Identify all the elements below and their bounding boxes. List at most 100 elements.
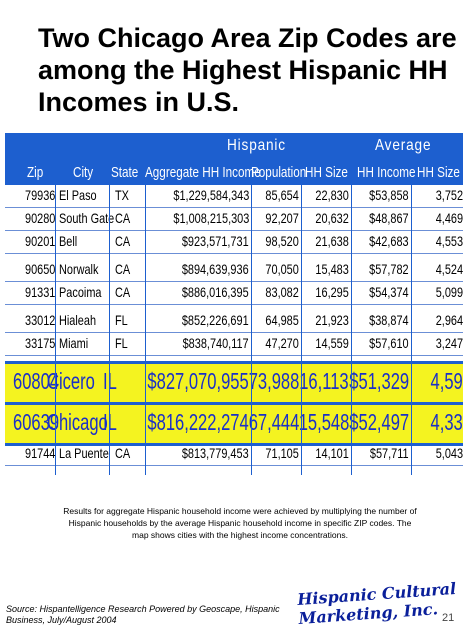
cell-hhs: 21,638 bbox=[315, 233, 349, 249]
cell-hhs: 22,830 bbox=[315, 187, 349, 203]
column-header: Zip bbox=[27, 164, 44, 181]
table-row: 60804CiceroIL$827,070,95573,98816,113$51… bbox=[5, 361, 463, 405]
cell-agg: $1,229,584,343 bbox=[173, 187, 249, 203]
table-row: 90280 South Gate CA $1,008,215,303 92,207 20,… bbox=[5, 208, 463, 231]
column-divider bbox=[251, 185, 252, 475]
table-row: 90201 Bell CA $923,571,731 98,520 21,638 $42,6… bbox=[5, 231, 463, 254]
cell-inc: $57,711 bbox=[370, 445, 409, 461]
cell-zip: 79936 bbox=[25, 187, 56, 203]
table-row: 91331 Pacoima CA $886,016,395 83,082 16,295 $5… bbox=[5, 282, 463, 305]
column-divider bbox=[301, 185, 302, 475]
cell-state: FL bbox=[115, 312, 128, 328]
cell-size: 2,964 bbox=[435, 312, 463, 328]
cell-city: Bell bbox=[59, 233, 78, 249]
column-header: HH Size bbox=[417, 164, 460, 181]
cell-zip: 91744 bbox=[25, 445, 56, 461]
cell-pop: 70,050 bbox=[265, 261, 299, 277]
cell-zip: 91331 bbox=[25, 284, 56, 300]
column-header: Population bbox=[251, 164, 307, 181]
cell-inc: $57,782 bbox=[369, 261, 409, 277]
cell-state: FL bbox=[115, 335, 128, 351]
cell-pop: 67,444 bbox=[248, 409, 299, 435]
caption: Results for aggregate Hispanic household… bbox=[63, 506, 417, 540]
cell-size: 3,752 bbox=[435, 187, 463, 203]
cell-agg: $1,008,215,303 bbox=[173, 210, 249, 226]
cell-agg: $923,571,731 bbox=[182, 233, 249, 249]
cell-hhs: 14,559 bbox=[315, 335, 349, 351]
cell-pop: 83,082 bbox=[265, 284, 299, 300]
cell-city: Pacoima bbox=[59, 284, 102, 300]
table-row: 60639ChicagoIL$816,222,27467,44415,548$5… bbox=[5, 402, 463, 446]
cell-zip: 60804 bbox=[13, 368, 60, 394]
cell-hhs: 20,632 bbox=[315, 210, 349, 226]
cell-agg: $852,226,691 bbox=[182, 312, 249, 328]
cell-hhs: 15,548 bbox=[298, 409, 349, 435]
group-header-average: Average bbox=[375, 137, 432, 154]
cell-size: 4,33 bbox=[430, 409, 463, 435]
cell-zip: 60639 bbox=[13, 409, 60, 435]
table-row: 33175 Miami FL $838,740,117 47,270 14,559 $57,… bbox=[5, 333, 463, 356]
column-header: HH Income bbox=[357, 164, 416, 181]
table-row: 79936 El Paso TX $1,229,584,343 85,654 22,830… bbox=[5, 185, 463, 208]
cell-inc: $38,874 bbox=[369, 312, 409, 328]
cell-hhs: 16,295 bbox=[315, 284, 349, 300]
cell-city: Miami bbox=[59, 335, 89, 351]
income-table: Hispanic Average Zip City State Aggregat… bbox=[5, 133, 463, 475]
group-header-hispanic: Hispanic bbox=[227, 137, 286, 154]
cell-inc: $54,374 bbox=[369, 284, 409, 300]
table-row: 33012 Hialeah FL $852,226,691 64,985 21,923 $3… bbox=[5, 310, 463, 333]
cell-pop: 71,105 bbox=[265, 445, 299, 461]
column-divider bbox=[411, 185, 412, 475]
cell-size: 4,553 bbox=[435, 233, 463, 249]
column-divider bbox=[145, 185, 146, 475]
table-row: 90650 Norwalk CA $894,639,936 70,050 15,483 $5… bbox=[5, 259, 463, 282]
cell-city: Norwalk bbox=[59, 261, 99, 277]
cell-inc: $42,683 bbox=[369, 233, 409, 249]
column-header: Aggregate HH Income bbox=[145, 164, 261, 181]
cell-state: CA bbox=[115, 210, 131, 226]
cell-size: 4,469 bbox=[435, 210, 463, 226]
cell-state: TX bbox=[115, 187, 129, 203]
cell-zip: 90650 bbox=[25, 261, 56, 277]
cell-agg: $813,779,453 bbox=[182, 445, 249, 461]
cell-size: 5,099 bbox=[435, 284, 463, 300]
cell-pop: 73,988 bbox=[248, 368, 299, 394]
column-header: City bbox=[73, 164, 94, 181]
page-number: 21 bbox=[442, 612, 455, 624]
column-header: State bbox=[111, 164, 139, 181]
column-header: HH Size bbox=[305, 164, 348, 181]
cell-city: Hialeah bbox=[59, 312, 97, 328]
cell-state: CA bbox=[115, 284, 131, 300]
cell-zip: 33175 bbox=[25, 335, 56, 351]
column-divider bbox=[351, 185, 352, 475]
cell-hhs: 21,923 bbox=[315, 312, 349, 328]
cell-zip: 90280 bbox=[25, 210, 56, 226]
table-header: Hispanic Average Zip City State Aggregat… bbox=[5, 133, 463, 185]
source-note: Source: Hispantelligence Research Powere… bbox=[6, 604, 280, 625]
cell-inc: $53,858 bbox=[369, 187, 409, 203]
cell-size: 3,247 bbox=[435, 335, 463, 351]
cell-city: La Puente bbox=[59, 445, 109, 461]
cell-size: 4,59 bbox=[430, 368, 463, 394]
cell-inc: $51,329 bbox=[349, 368, 409, 394]
cell-city: El Paso bbox=[59, 187, 97, 203]
cell-city: South Gate bbox=[59, 210, 115, 226]
cell-size: 4,524 bbox=[435, 261, 463, 277]
cell-agg: $886,016,395 bbox=[182, 284, 249, 300]
cell-zip: 33012 bbox=[25, 312, 56, 328]
cell-pop: 92,207 bbox=[265, 210, 299, 226]
cell-pop: 64,985 bbox=[265, 312, 299, 328]
cell-state: CA bbox=[115, 261, 131, 277]
cell-agg: $894,639,936 bbox=[182, 261, 249, 277]
cell-agg: $827,070,955 bbox=[147, 368, 249, 394]
column-divider bbox=[109, 185, 110, 475]
cell-hhs: 16,113 bbox=[299, 368, 349, 394]
cell-pop: 85,654 bbox=[265, 187, 299, 203]
cell-agg: $816,222,274 bbox=[147, 409, 249, 435]
column-divider bbox=[55, 185, 56, 475]
cell-hhs: 14,101 bbox=[315, 445, 349, 461]
cell-zip: 90201 bbox=[25, 233, 56, 249]
cell-size: 5,043 bbox=[435, 445, 463, 461]
table-row: 91744 La Puente CA $813,779,453 71,105 14,101… bbox=[5, 443, 463, 466]
cell-state: CA bbox=[115, 233, 131, 249]
